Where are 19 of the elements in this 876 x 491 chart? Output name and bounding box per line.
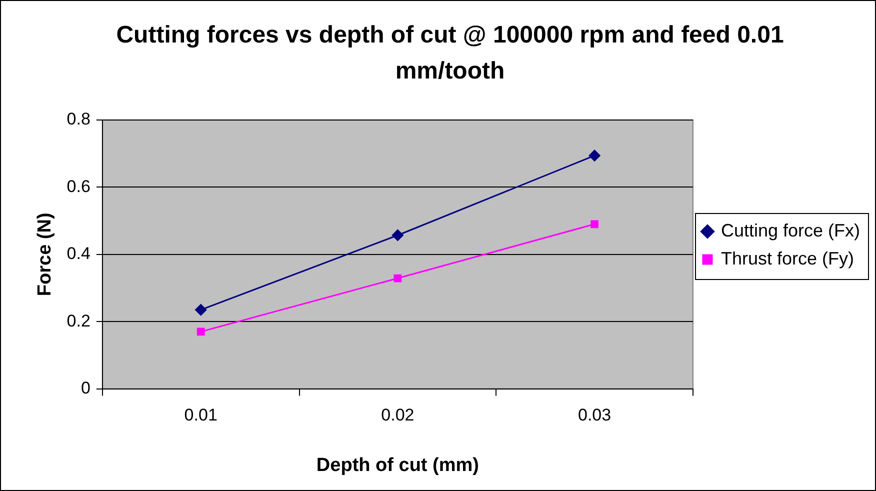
point <box>196 328 205 336</box>
y-axis-title: Force (N) <box>34 212 56 296</box>
y-tick-label: 0.8 <box>66 110 90 129</box>
y-tick-label: 0.4 <box>66 244 90 264</box>
chart-title: Cutting forces vs depth of cut @ 100000 rpm and feed 0.01 mm/tooth <box>116 22 784 85</box>
y-tick-label: 0 <box>80 378 90 398</box>
point <box>392 230 404 241</box>
legend-label: Thrust force (Fy) <box>720 248 854 268</box>
y-tick-label: 0.6 <box>66 176 90 196</box>
x-axis-title: Depth of cut (mm) <box>316 454 479 476</box>
legend-label: Cutting force (Fx) <box>720 220 860 240</box>
x-tick-label: 0.02 <box>381 406 414 425</box>
point <box>195 304 207 316</box>
x-tick-label: 0.01 <box>184 406 218 425</box>
point <box>590 220 598 228</box>
y-tick-label: 0.2 <box>66 311 90 330</box>
point <box>394 274 402 282</box>
x-tick-label: 0.03 <box>578 406 612 425</box>
point <box>588 150 600 162</box>
